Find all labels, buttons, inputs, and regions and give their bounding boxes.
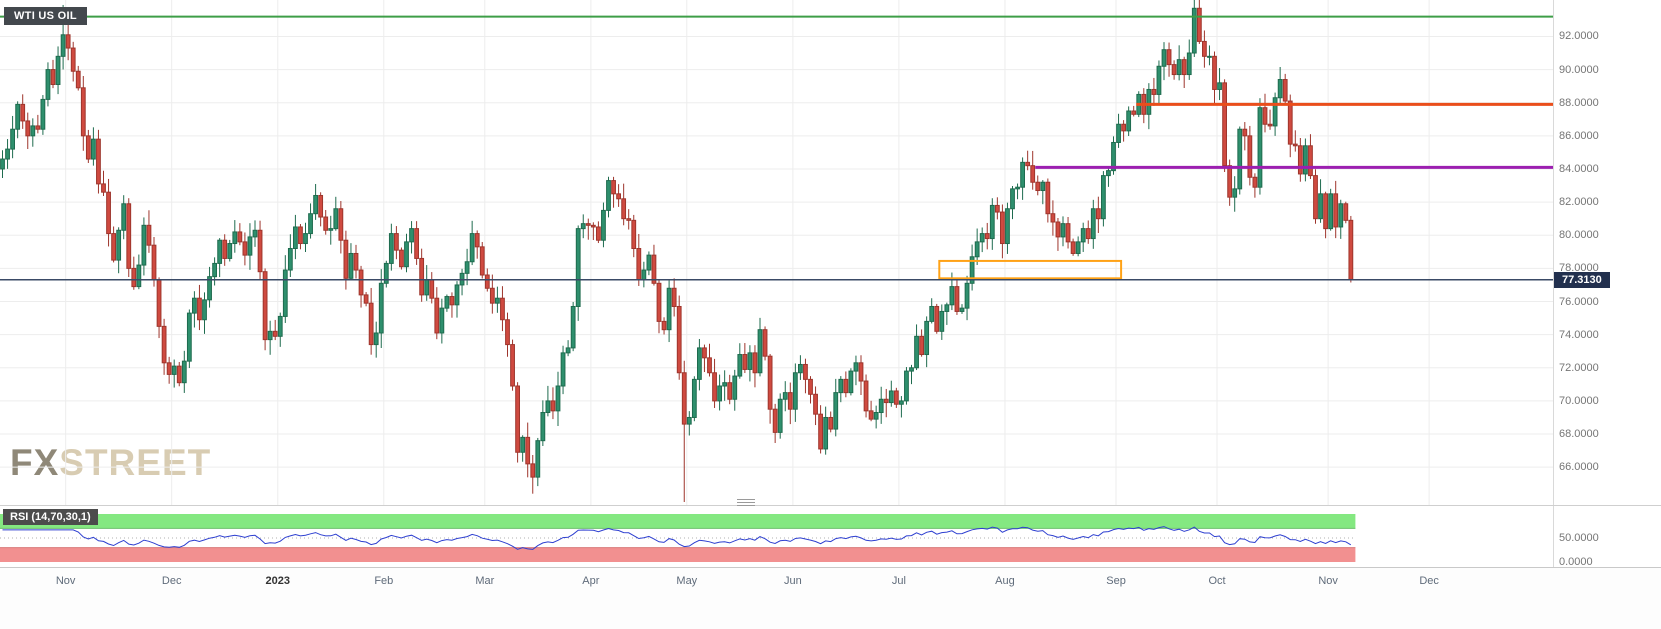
- price-gridlines: [0, 0, 1553, 505]
- logo-street: STREET: [59, 442, 212, 483]
- rsi-oversold-band: [0, 547, 1356, 562]
- panel-separator[interactable]: [0, 505, 1661, 506]
- orange-zone-box[interactable]: [938, 259, 1123, 280]
- price-tick-label: 80.0000: [1559, 229, 1599, 242]
- instrument-badge[interactable]: WTI US OIL: [4, 7, 87, 25]
- price-tick-label: 88.0000: [1559, 96, 1599, 109]
- logo-fx: FX: [10, 442, 60, 483]
- price-tick-label: 86.0000: [1559, 129, 1599, 142]
- price-tick-label: 66.0000: [1559, 461, 1599, 474]
- rsi-panel-canvas[interactable]: [0, 505, 1553, 567]
- fxstreet-watermark: FXSTREET: [10, 442, 211, 484]
- price-tick-label: 92.0000: [1559, 30, 1599, 43]
- rsi-overbought-band: [0, 514, 1356, 529]
- price-tick-label: 76.0000: [1559, 295, 1599, 308]
- time-tick-label: Dec: [1419, 575, 1439, 587]
- price-chart-canvas[interactable]: [0, 0, 1553, 505]
- time-tick-label: Mar: [475, 575, 495, 587]
- time-axis[interactable]: Nov Dec 2023 Feb Mar Apr May Jun Jul Aug Sep Oct Nov…: [0, 568, 1661, 629]
- time-tick-label: Oct: [1208, 575, 1226, 587]
- rsi-tick-label: 50.0000: [1559, 532, 1599, 544]
- price-tick-label: 72.0000: [1559, 361, 1599, 374]
- price-axis[interactable]: 77.3130 92.0000 90.0000 88.0000 86.0000 84.0…: [1553, 0, 1661, 505]
- candlestick-series: [0, 0, 1354, 502]
- time-tick-label: May: [676, 575, 698, 587]
- time-tick-label: Jul: [891, 575, 906, 587]
- time-tick-label: Nov: [1318, 575, 1338, 587]
- price-tick-label: 78.0000: [1559, 262, 1599, 275]
- time-axis-separator: [0, 567, 1661, 568]
- axis-separator: [1553, 0, 1554, 567]
- panel-resize-handle[interactable]: [737, 499, 755, 506]
- time-tick-label: Sep: [1106, 575, 1126, 587]
- rsi-line: [2, 526, 1352, 550]
- time-tick-label: Jun: [783, 575, 802, 587]
- time-tick-label: Nov: [55, 575, 76, 587]
- time-tick-label: Aug: [995, 575, 1015, 587]
- time-tick-label: Dec: [161, 575, 182, 587]
- current-price-badge: 77.3130: [1554, 271, 1610, 288]
- time-tick-label: Apr: [582, 575, 600, 587]
- rsi-indicator-label[interactable]: RSI (14,70,30,1): [3, 509, 98, 525]
- rsi-axis: 50.0000 0.0000: [1553, 505, 1661, 568]
- price-tick-label: 68.0000: [1559, 428, 1599, 441]
- time-tick-label: 2023: [265, 575, 290, 587]
- time-tick-label: Feb: [374, 575, 394, 587]
- price-tick-label: 70.0000: [1559, 394, 1599, 407]
- price-tick-label: 74.0000: [1559, 328, 1599, 341]
- rsi-tick-label: 0.0000: [1559, 556, 1593, 568]
- price-tick-label: 82.0000: [1559, 196, 1599, 209]
- price-tick-label: 84.0000: [1559, 162, 1599, 175]
- price-tick-label: 90.0000: [1559, 63, 1599, 76]
